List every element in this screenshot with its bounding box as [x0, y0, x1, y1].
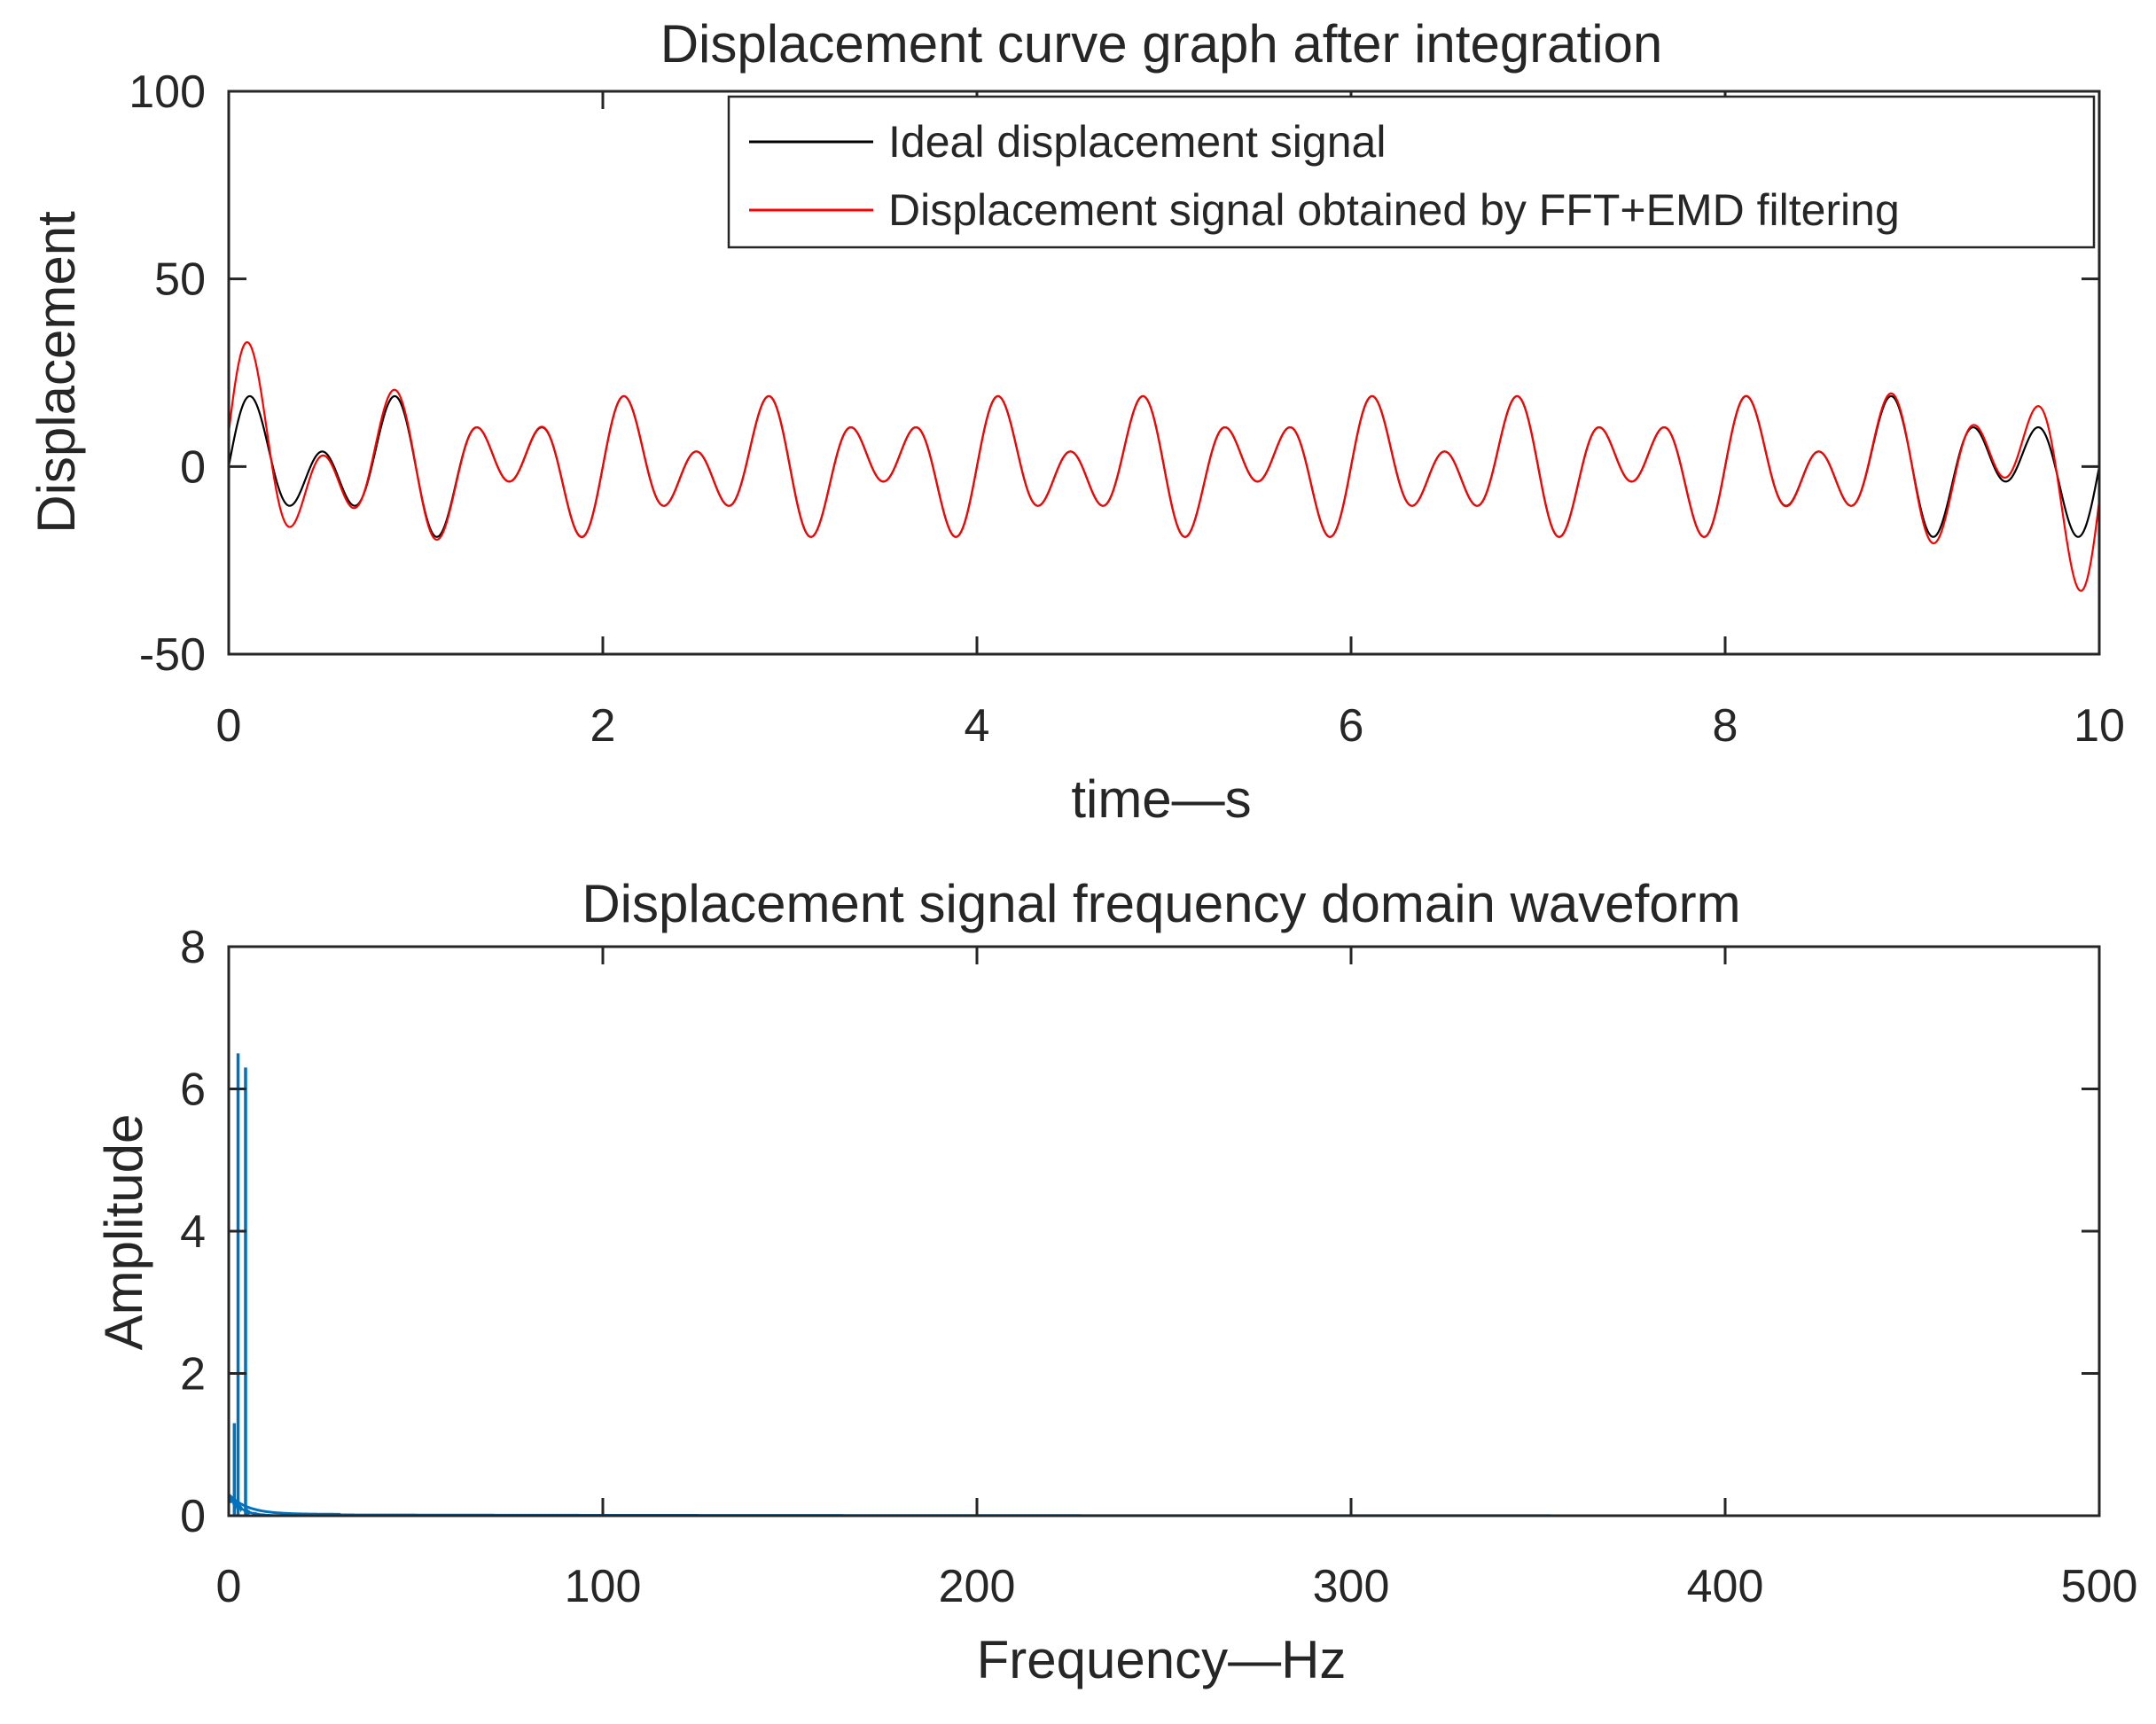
series-line-filtered [227, 341, 2101, 592]
plot1-xtick-label: 0 [216, 700, 242, 752]
plot1-series-group [227, 341, 2101, 592]
plot2-xtick-label: 500 [2061, 1561, 2138, 1612]
plot2-xtick-label: 200 [939, 1561, 1016, 1612]
plot2-xlabel: Frequency—Hz [977, 1630, 1347, 1689]
plot1-xtick-label: 4 [965, 700, 990, 752]
plot2-ytick-label: 6 [180, 1065, 206, 1116]
plot1-title: Displacement curve graph after integrati… [660, 14, 1663, 74]
plot1-ytick-label: -50 [139, 629, 206, 681]
plot1-xtick-label: 8 [1713, 700, 1738, 752]
plot2-title: Displacement signal frequency domain wav… [582, 874, 1740, 933]
plot2-ytick-label: 0 [180, 1491, 206, 1542]
legend-label-ideal: Ideal displacement signal [888, 117, 1386, 167]
plot1-xlabel: time—s [1071, 769, 1251, 829]
plot2-ytick-label: 8 [180, 922, 206, 973]
plot1-ytick-label: 100 [129, 66, 206, 118]
plot2-xtick-label: 300 [1313, 1561, 1390, 1612]
plot1-ytick-label: 0 [180, 441, 206, 493]
plot1-xtick-label: 10 [2074, 700, 2125, 752]
plot2-xtick-label: 400 [1687, 1561, 1764, 1612]
plot2-ytick-label: 4 [180, 1206, 206, 1258]
legend-box [727, 95, 2096, 249]
displacement-time-plot: Displacement curve graph after integrati… [27, 14, 2125, 829]
legend-label-filtered: Displacement signal obtained by FFT+EMD … [888, 185, 1900, 235]
plot1-ylabel: Displacement [27, 211, 86, 534]
plot2-background [229, 947, 2099, 1516]
plot2-xtick-label: 100 [565, 1561, 642, 1612]
plot1-ytick-label: 50 [154, 254, 206, 306]
plot2-ylabel: Amplitude [94, 1114, 153, 1351]
plot2-ytick-label: 2 [180, 1349, 206, 1400]
plot1-xtick-label: 2 [590, 700, 616, 752]
plot1-axes-box [227, 90, 2101, 656]
plot2-xtick-label: 0 [216, 1561, 242, 1612]
plot1-xtick-label: 6 [1339, 700, 1364, 752]
plot1-legend: Ideal displacement signal Displacement s… [727, 95, 2096, 249]
plot2-axes-box [227, 945, 2101, 1517]
frequency-domain-plot: Displacement signal frequency domain wav… [94, 874, 2137, 1689]
